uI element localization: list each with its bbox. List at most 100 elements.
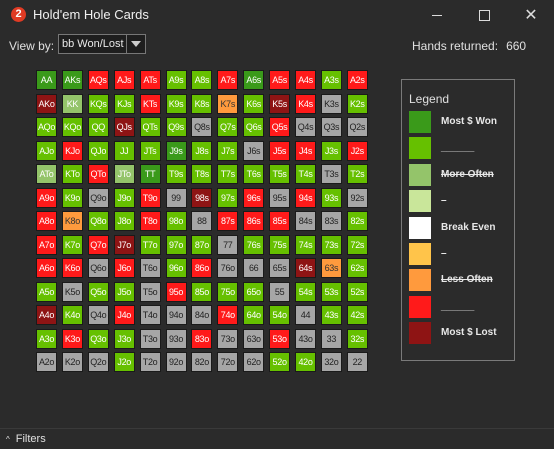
hand-cell-KK[interactable]: KK [61, 93, 83, 114]
hand-cell-A6s[interactable]: A6s [243, 70, 265, 90]
hand-cell-A5s[interactable]: A5s [269, 70, 291, 90]
hand-cell-Q5s[interactable]: Q5s [269, 117, 291, 137]
hand-cell-A2o[interactable]: A2o [36, 352, 57, 372]
hand-cell-43o[interactable]: 43o [295, 328, 316, 349]
hand-cell-A8s[interactable]: A8s [191, 70, 213, 90]
hand-cell-ATs[interactable]: ATs [139, 70, 161, 90]
hand-cell-33[interactable]: 33 [320, 328, 342, 349]
hand-cell-65s[interactable]: 65s [269, 258, 291, 278]
hand-cell-JJ[interactable]: JJ [113, 140, 135, 161]
hand-cell-K6s[interactable]: K6s [243, 93, 265, 114]
minimize-button[interactable] [414, 0, 460, 30]
hand-cell-T5s[interactable]: T5s [269, 164, 291, 184]
hand-cell-72o[interactable]: 72o [217, 352, 239, 372]
hand-cell-64o[interactable]: 64o [243, 305, 265, 325]
hand-cell-JTs[interactable]: JTs [139, 140, 161, 161]
hand-cell-77[interactable]: 77 [217, 234, 239, 255]
maximize-button[interactable] [461, 0, 507, 30]
hand-cell-K2s[interactable]: K2s [346, 93, 368, 114]
hand-cell-K9o[interactable]: K9o [61, 187, 83, 208]
hand-cell-98s[interactable]: 98s [191, 187, 213, 208]
hand-cell-93o[interactable]: 93o [165, 328, 187, 349]
hand-cell-76s[interactable]: 76s [243, 234, 265, 255]
hand-cell-J3o[interactable]: J3o [113, 328, 135, 349]
hand-cell-QJs[interactable]: QJs [113, 117, 135, 137]
hand-cell-K5s[interactable]: K5s [269, 93, 291, 114]
hand-cell-52o[interactable]: 52o [269, 352, 291, 372]
hand-cell-95s[interactable]: 95s [269, 187, 291, 208]
hand-cell-K7o[interactable]: K7o [61, 234, 83, 255]
hand-cell-K3o[interactable]: K3o [61, 328, 83, 349]
hand-cell-55[interactable]: 55 [269, 281, 291, 302]
hand-cell-Q2s[interactable]: Q2s [346, 117, 368, 137]
hand-cell-32s[interactable]: 32s [346, 328, 368, 349]
hand-cell-JTo[interactable]: JTo [113, 164, 135, 184]
hand-cell-72s[interactable]: 72s [346, 234, 368, 255]
hand-cell-84o[interactable]: 84o [191, 305, 213, 325]
hand-cell-92s[interactable]: 92s [346, 187, 368, 208]
hand-cell-63o[interactable]: 63o [243, 328, 265, 349]
hand-cell-T7o[interactable]: T7o [139, 234, 161, 255]
hand-cell-J2o[interactable]: J2o [113, 352, 135, 372]
hand-cell-83s[interactable]: 83s [320, 211, 342, 231]
hand-cell-Q4o[interactable]: Q4o [87, 305, 109, 325]
hand-cell-Q3o[interactable]: Q3o [87, 328, 109, 349]
hand-cell-97o[interactable]: 97o [165, 234, 187, 255]
hand-cell-53s[interactable]: 53s [320, 281, 342, 302]
hand-cell-KTs[interactable]: KTs [139, 93, 161, 114]
hand-cell-AKo[interactable]: AKo [36, 93, 57, 114]
hand-cell-54o[interactable]: 54o [269, 305, 291, 325]
hand-cell-84s[interactable]: 84s [295, 211, 316, 231]
hand-cell-T3s[interactable]: T3s [320, 164, 342, 184]
hand-cell-J9s[interactable]: J9s [165, 140, 187, 161]
hand-cell-53o[interactable]: 53o [269, 328, 291, 349]
hand-cell-A9o[interactable]: A9o [36, 187, 57, 208]
hand-cell-A7o[interactable]: A7o [36, 234, 57, 255]
hand-cell-J5o[interactable]: J5o [113, 281, 135, 302]
hand-cell-J3s[interactable]: J3s [320, 140, 342, 161]
hand-cell-TT[interactable]: TT [139, 164, 161, 184]
hand-cell-K4s[interactable]: K4s [295, 93, 316, 114]
hand-cell-A7s[interactable]: A7s [217, 70, 239, 90]
hand-cell-A2s[interactable]: A2s [346, 70, 368, 90]
hand-cell-T6o[interactable]: T6o [139, 258, 161, 278]
hand-cell-73o[interactable]: 73o [217, 328, 239, 349]
hand-cell-K8s[interactable]: K8s [191, 93, 213, 114]
hand-cell-K3s[interactable]: K3s [320, 93, 342, 114]
hand-cell-AQo[interactable]: AQo [36, 117, 57, 137]
dropdown-arrow-button[interactable] [126, 35, 145, 53]
hand-cell-42o[interactable]: 42o [295, 352, 316, 372]
hand-cell-Q5o[interactable]: Q5o [87, 281, 109, 302]
hand-cell-J9o[interactable]: J9o [113, 187, 135, 208]
hand-cell-KQo[interactable]: KQo [61, 117, 83, 137]
hand-cell-T7s[interactable]: T7s [217, 164, 239, 184]
hand-cell-Q7s[interactable]: Q7s [217, 117, 239, 137]
hand-cell-54s[interactable]: 54s [295, 281, 316, 302]
hand-cell-QJo[interactable]: QJo [87, 140, 109, 161]
hand-cell-AQs[interactable]: AQs [87, 70, 109, 90]
hand-cell-Q4s[interactable]: Q4s [295, 117, 316, 137]
close-button[interactable]: ✕ [508, 0, 554, 30]
hand-cell-32o[interactable]: 32o [320, 352, 342, 372]
hand-cell-99[interactable]: 99 [165, 187, 187, 208]
hand-cell-63s[interactable]: 63s [320, 258, 342, 278]
hand-cell-74s[interactable]: 74s [295, 234, 316, 255]
hand-cell-T9o[interactable]: T9o [139, 187, 161, 208]
hand-cell-44[interactable]: 44 [295, 305, 316, 325]
hand-cell-J4o[interactable]: J4o [113, 305, 135, 325]
hand-cell-96o[interactable]: 96o [165, 258, 187, 278]
hand-cell-87s[interactable]: 87s [217, 211, 239, 231]
hand-cell-A3s[interactable]: A3s [320, 70, 342, 90]
hand-cell-A5o[interactable]: A5o [36, 281, 57, 302]
filters-toggle[interactable]: ^ Filters [6, 433, 46, 445]
hand-cell-AJs[interactable]: AJs [113, 70, 135, 90]
hand-cell-QTo[interactable]: QTo [87, 164, 109, 184]
hand-cell-AJo[interactable]: AJo [36, 140, 57, 161]
hand-cell-94s[interactable]: 94s [295, 187, 316, 208]
hand-cell-Q7o[interactable]: Q7o [87, 234, 109, 255]
hand-cell-A4o[interactable]: A4o [36, 305, 57, 325]
hand-cell-Q9s[interactable]: Q9s [165, 117, 187, 137]
hand-cell-43s[interactable]: 43s [320, 305, 342, 325]
hand-cell-65o[interactable]: 65o [243, 281, 265, 302]
hand-cell-93s[interactable]: 93s [320, 187, 342, 208]
